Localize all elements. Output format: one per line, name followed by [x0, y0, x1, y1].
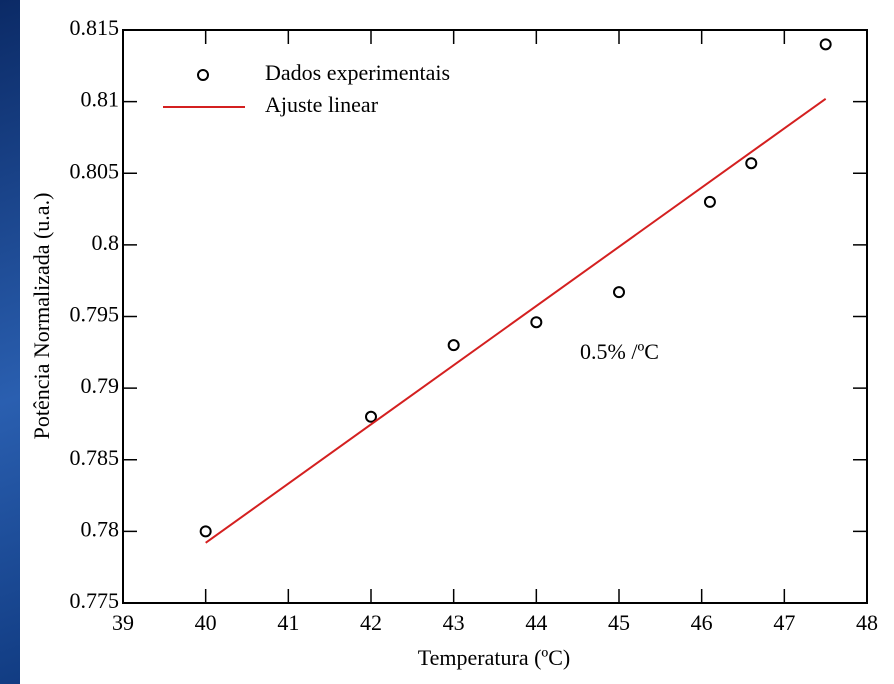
data-point — [530, 316, 543, 329]
x-tick-label: 39 — [112, 610, 134, 635]
plot-frame — [122, 29, 868, 604]
data-point — [613, 286, 625, 299]
x-tick-label: 47 — [773, 610, 795, 635]
x-tick-label: 42 — [360, 610, 382, 635]
y-tick-label: 0.8 — [92, 230, 120, 255]
y-tick-label: 0.785 — [70, 445, 120, 470]
y-tick-label: 0.805 — [70, 158, 120, 183]
fit-line — [205, 97, 827, 544]
x-axis-label: Temperatura (ºC) — [418, 645, 571, 670]
legend-label: Ajuste linear — [265, 92, 379, 117]
x-tick-label: 45 — [608, 610, 630, 635]
y-tick-label: 0.78 — [81, 516, 120, 541]
x-tick-label: 46 — [691, 610, 713, 635]
data-point — [365, 410, 377, 423]
legend-marker — [197, 69, 209, 81]
y-tick-label: 0.815 — [70, 15, 120, 40]
y-tick-label: 0.775 — [70, 588, 120, 613]
x-tick-label: 44 — [525, 610, 547, 635]
legend-label: Dados experimentais — [265, 60, 450, 85]
data-point — [199, 525, 212, 538]
x-tick-label: 43 — [443, 610, 465, 635]
y-tick-label: 0.79 — [81, 373, 120, 398]
x-tick-label: 41 — [277, 610, 299, 635]
data-point — [703, 195, 716, 208]
y-tick-label: 0.795 — [70, 302, 120, 327]
x-tick-label: 48 — [856, 610, 878, 635]
x-tick-label: 40 — [195, 610, 217, 635]
y-axis-label: Potência Normalizada (u.a.) — [29, 193, 54, 440]
data-point — [745, 157, 758, 170]
data-point — [447, 339, 460, 352]
y-tick-label: 0.81 — [81, 87, 120, 112]
data-point — [819, 38, 832, 51]
annotation: 0.5% /ºC — [580, 339, 659, 364]
